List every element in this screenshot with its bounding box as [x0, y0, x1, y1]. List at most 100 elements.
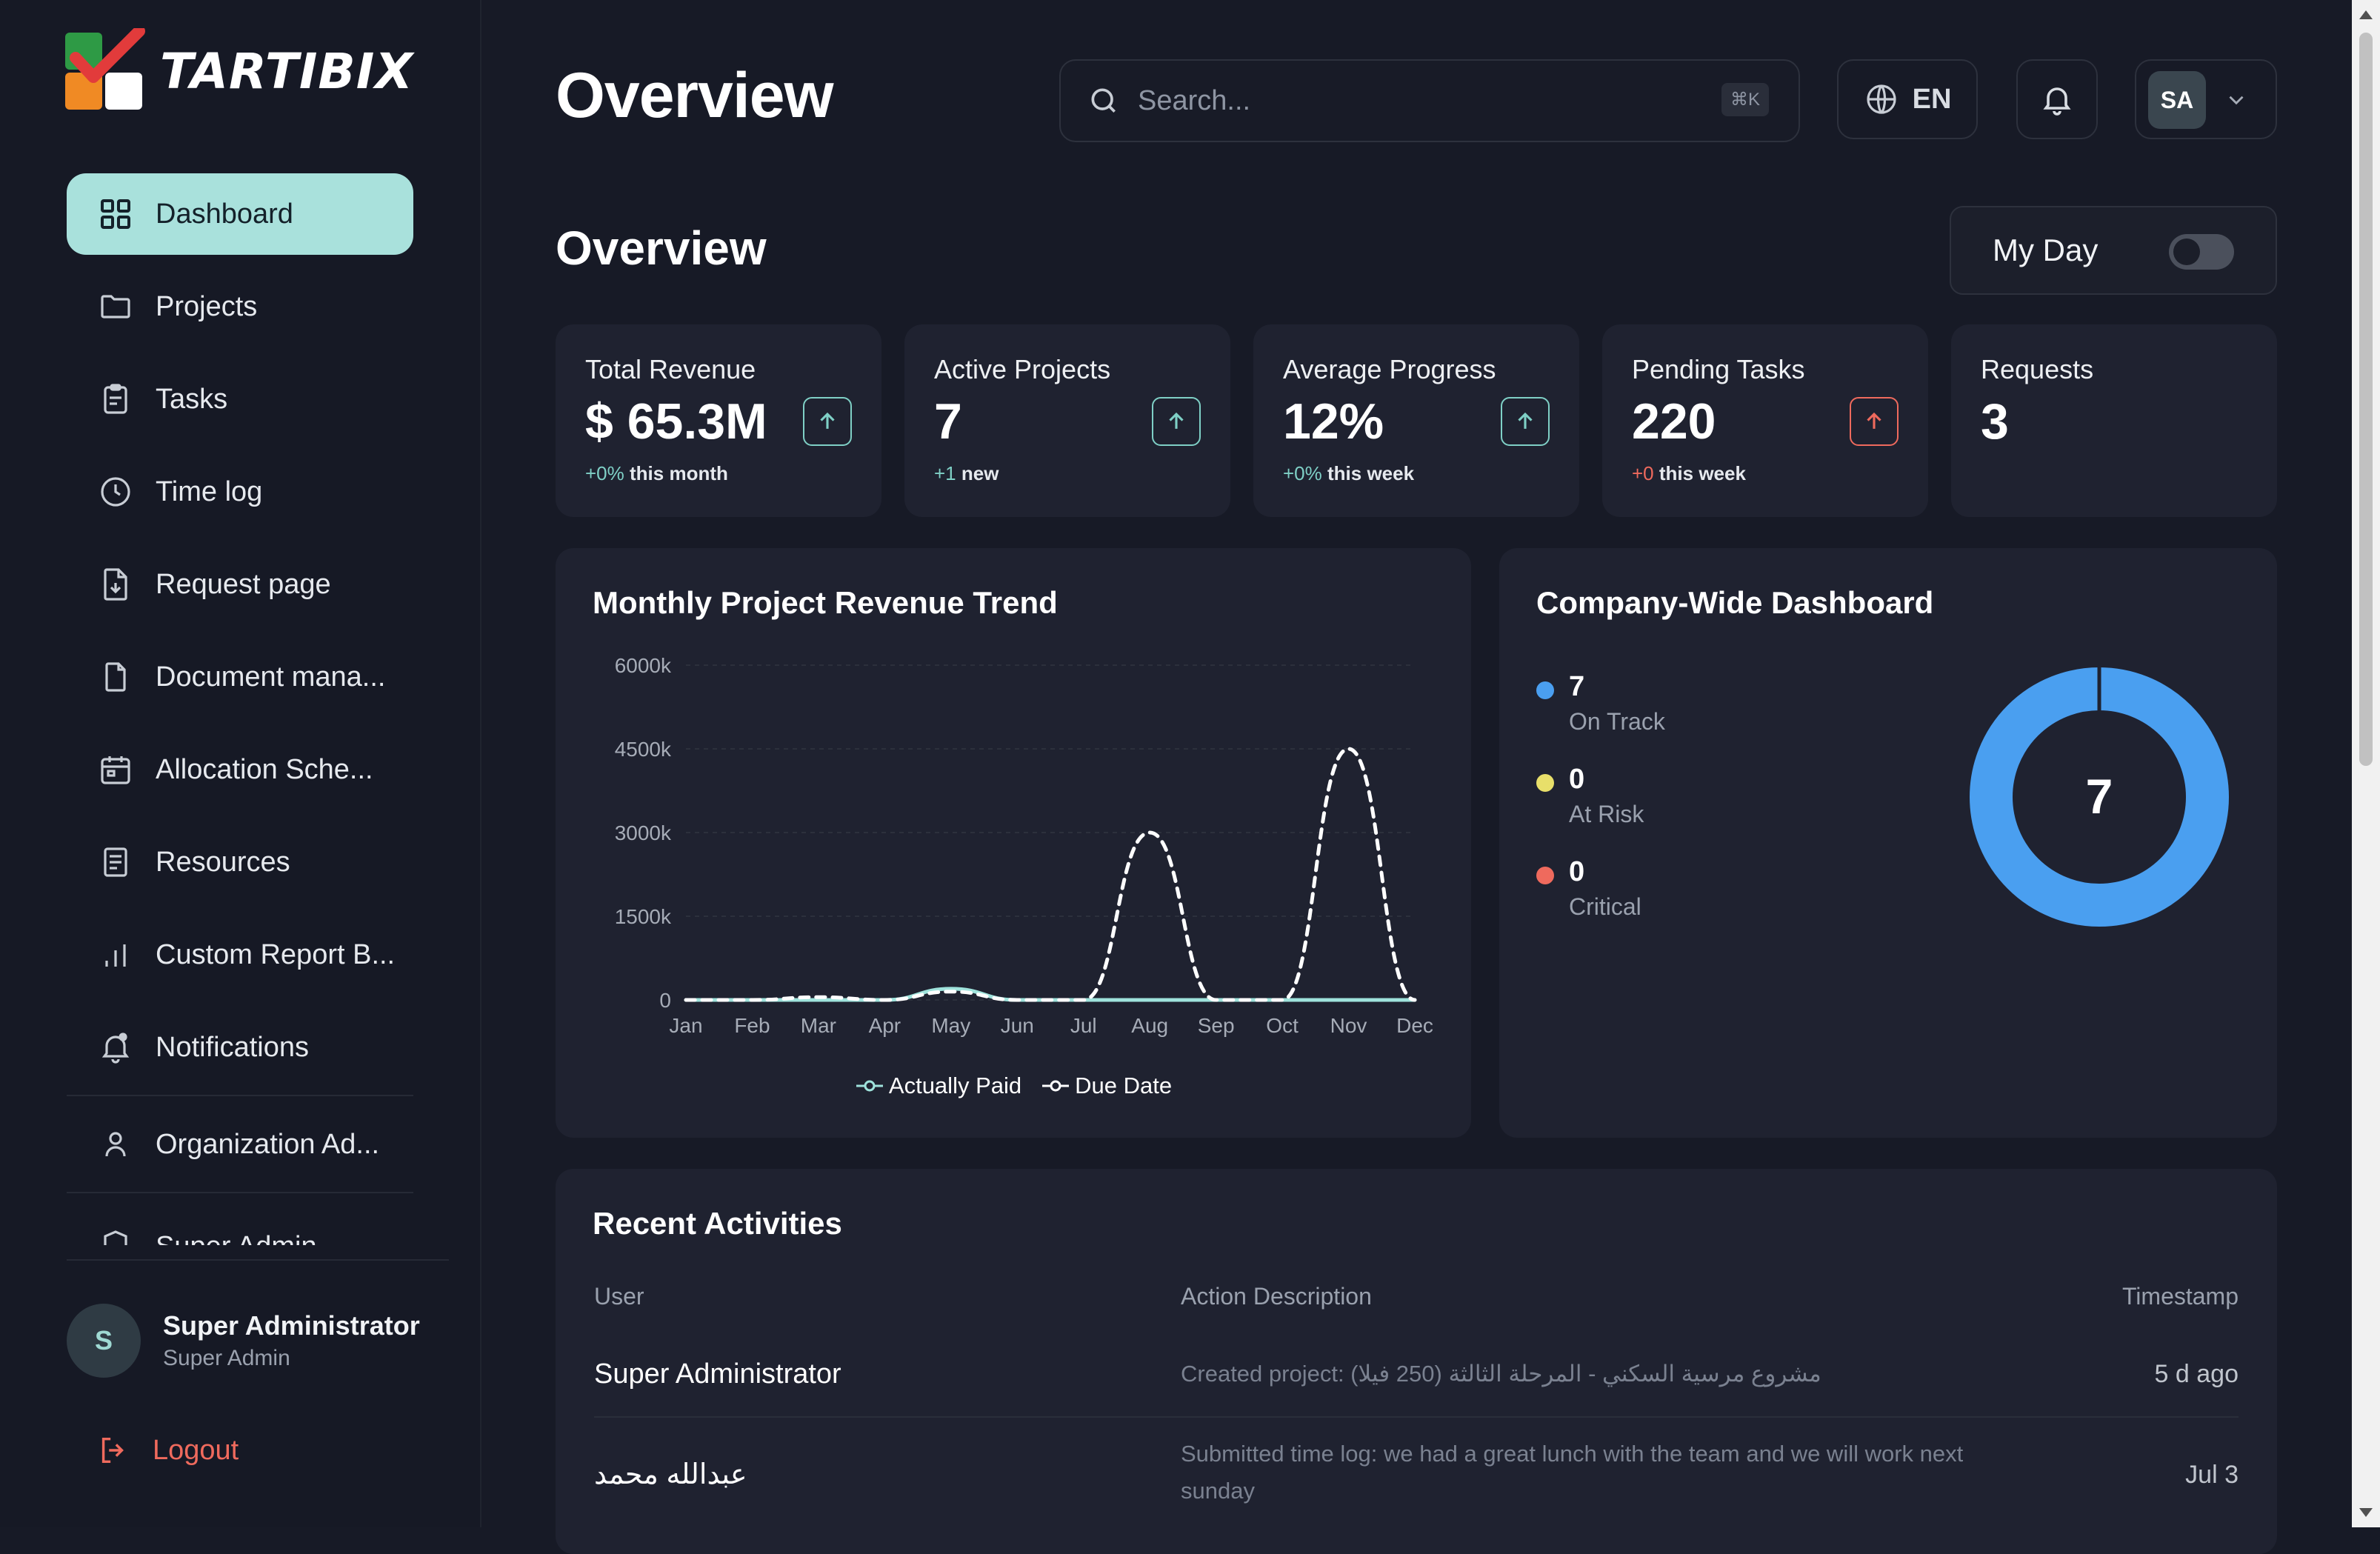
- trend-up-button[interactable]: [1501, 397, 1550, 446]
- brand-logo[interactable]: TARTIBIX: [65, 28, 413, 114]
- status-label: At Risk: [1569, 801, 1644, 827]
- user-icon: [105, 1132, 126, 1157]
- revenue-line-chart: 0 1500k 3000k 4500k 6000k Jan Feb Mar Apr May Jun…: [615, 654, 1433, 1037]
- sidebar-item-label: Request page: [156, 568, 331, 600]
- stat-card-requests: Requests 3: [1951, 324, 2277, 517]
- status-donut-chart[interactable]: 7: [1951, 649, 2247, 945]
- stat-delta: +0%: [585, 462, 624, 484]
- sidebar-item-label: Notifications: [156, 1031, 309, 1063]
- sidebar-item-label: Tasks: [156, 383, 228, 415]
- row-user: Super Administrator: [594, 1358, 841, 1390]
- column-header-user[interactable]: User: [594, 1283, 644, 1310]
- sidebar-item-document-management[interactable]: Document mana...: [67, 636, 413, 718]
- sidebar-item-dashboard[interactable]: Dashboard: [67, 173, 413, 255]
- sidebar-item-allocation-schedule[interactable]: Allocation Sche...: [67, 729, 413, 810]
- trend-up-button[interactable]: [1152, 397, 1201, 446]
- stat-subtitle: +0% this month: [585, 462, 728, 485]
- stat-card-active-projects: Active Projects 7 +1 new: [904, 324, 1230, 517]
- user-menu-button[interactable]: SA: [2135, 59, 2277, 139]
- search-input[interactable]: [1136, 84, 1687, 118]
- sidebar-item-organization-admin[interactable]: Organization Ad...: [67, 1104, 413, 1185]
- logout-button[interactable]: Logout: [96, 1433, 239, 1467]
- column-header-timestamp[interactable]: Timestamp: [2121, 1283, 2239, 1310]
- trend-up-button[interactable]: [803, 397, 852, 446]
- status-dot: [1536, 681, 1554, 699]
- clipboard-icon: [104, 384, 127, 414]
- avatar: S: [67, 1304, 141, 1378]
- legend-item-due-date[interactable]: Due Date: [1041, 1073, 1172, 1099]
- donut-center-value: 7: [2086, 769, 2113, 824]
- stat-period: this week: [1659, 462, 1746, 484]
- series-line-due-date: [684, 747, 1417, 1002]
- scroll-down-arrow[interactable]: [2359, 1508, 2373, 1517]
- book-icon: [104, 847, 127, 877]
- company-dashboard-card: Company-Wide Dashboard 7 On Track 0 At R…: [1499, 548, 2277, 1138]
- language-code: EN: [1912, 83, 1952, 115]
- sidebar-item-super-admin[interactable]: Super Admin: [67, 1201, 413, 1245]
- arrow-up-icon: [1867, 412, 1881, 429]
- sidebar: TARTIBIX Dashboard Projects Tasks Time l…: [0, 0, 481, 1527]
- nav-divider: [67, 1192, 413, 1193]
- y-tick-label: 6000k: [615, 654, 672, 677]
- sidebar-item-label: Allocation Sche...: [156, 753, 373, 785]
- row-action: Submitted time log: we had a great lunch…: [1181, 1441, 1964, 1504]
- x-tick-label: Dec: [1396, 1014, 1433, 1037]
- card-title: Company-Wide Dashboard: [1536, 585, 1934, 620]
- sidebar-item-time-log[interactable]: Time log: [67, 451, 413, 533]
- search-bar[interactable]: ⌘K: [1059, 59, 1800, 142]
- shield-icon: [104, 1230, 127, 1245]
- sidebar-item-label: Dashboard: [156, 198, 293, 230]
- x-tick-label: Aug: [1131, 1014, 1168, 1037]
- scrollbar-thumb[interactable]: [2359, 33, 2373, 766]
- row-timestamp: 5 d ago: [2154, 1360, 2239, 1388]
- trend-up-button[interactable]: [1850, 397, 1899, 446]
- stat-period: this week: [1327, 462, 1415, 484]
- stat-period: new: [961, 462, 999, 484]
- grid-icon: [101, 199, 130, 229]
- sidebar-item-notifications[interactable]: Notifications: [67, 1007, 413, 1088]
- stat-card-pending-tasks: Pending Tasks 220 +0 this week: [1602, 324, 1928, 517]
- x-tick-label: Jul: [1070, 1014, 1097, 1037]
- user-profile[interactable]: S Super Administrator Super Admin: [67, 1304, 420, 1378]
- sidebar-item-tasks[interactable]: Tasks: [67, 359, 413, 440]
- stat-subtitle: +0% this week: [1283, 462, 1414, 485]
- stat-period: this month: [630, 462, 728, 484]
- folder-icon: [101, 295, 130, 319]
- stat-delta: +0: [1632, 462, 1654, 484]
- scroll-up-arrow[interactable]: [2359, 10, 2373, 19]
- sidebar-item-projects[interactable]: Projects: [67, 266, 413, 347]
- arrow-up-icon: [820, 412, 835, 429]
- legend-item-actually-paid[interactable]: Actually Paid: [855, 1073, 1021, 1099]
- sidebar-nav: Dashboard Projects Tasks Time log Reques…: [67, 173, 413, 1256]
- clock-icon: [101, 477, 130, 507]
- page-scrollbar[interactable]: [2352, 0, 2380, 1527]
- sidebar-item-request-page[interactable]: Request page: [67, 544, 413, 625]
- stat-card-total-revenue: Total Revenue $ 65.3M +0% this month: [556, 324, 881, 517]
- row-user: عبدالله محمد: [594, 1459, 747, 1490]
- section-title: Overview: [556, 221, 767, 275]
- language-selector[interactable]: EN: [1837, 59, 1978, 139]
- file-download-icon: [104, 568, 127, 601]
- row-divider: [594, 1416, 2239, 1418]
- user-avatar: SA: [2148, 71, 2206, 129]
- bell-icon: [2043, 87, 2071, 116]
- my-day-toggle[interactable]: [2169, 234, 2234, 270]
- stat-subtitle: +1 new: [934, 462, 999, 485]
- x-tick-label: Oct: [1266, 1014, 1299, 1037]
- sidebar-item-custom-report-builder[interactable]: Custom Report B...: [67, 914, 413, 996]
- stat-value: 12%: [1283, 393, 1384, 450]
- stat-value: 7: [934, 393, 962, 450]
- bar-chart-icon: [105, 944, 126, 967]
- x-tick-label: Mar: [801, 1014, 836, 1037]
- stat-value: $ 65.3M: [585, 393, 767, 450]
- column-header-action[interactable]: Action Description: [1181, 1283, 1372, 1310]
- sidebar-item-label: Projects: [156, 290, 258, 322]
- tartibix-logo-icon: [65, 28, 145, 110]
- arrow-up-icon: [1518, 412, 1533, 429]
- nav-divider: [67, 1095, 413, 1096]
- brand-name: TARTIBIX: [160, 42, 414, 100]
- sidebar-item-resources[interactable]: Resources: [67, 821, 413, 903]
- sidebar-item-label: Time log: [156, 476, 263, 507]
- notifications-button[interactable]: [2016, 59, 2098, 139]
- stat-delta: +0%: [1283, 462, 1322, 484]
